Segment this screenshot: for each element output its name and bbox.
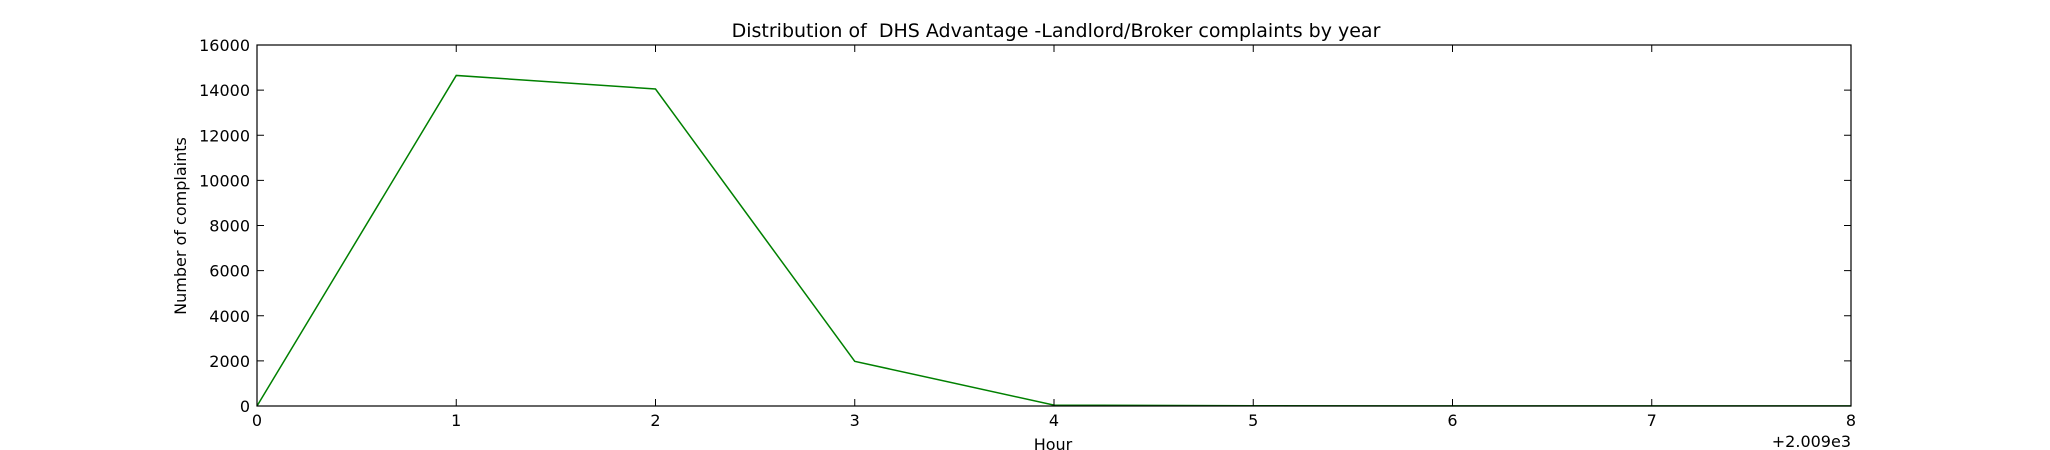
- series-line: [256, 74, 1852, 407]
- x-tick-label: 1: [451, 411, 461, 430]
- x-tick-label: 5: [1248, 411, 1258, 430]
- x-tick-label: 8: [1846, 411, 1856, 430]
- x-axis: 0 1 2 3 4 5 6 7 8: [252, 45, 1856, 430]
- y-tick-label: 12000: [199, 126, 250, 145]
- x-axis-offset-label: +2.009e3: [1772, 432, 1851, 450]
- chart-title: Distribution of DHS Advantage -Landlord/…: [732, 20, 1381, 42]
- y-tick-label: 6000: [209, 262, 250, 281]
- x-axis-label: Hour: [1034, 435, 1073, 450]
- y-tick-label: 16000: [199, 36, 250, 55]
- x-tick-label: 2: [650, 411, 660, 430]
- x-tick-label: 3: [850, 411, 860, 430]
- y-tick-label: 2000: [209, 352, 250, 371]
- y-tick-label: 8000: [209, 217, 250, 236]
- x-tick-label: 7: [1647, 411, 1657, 430]
- y-tick-label: 4000: [209, 307, 250, 326]
- y-tick-label: 0: [240, 397, 250, 416]
- x-tick-label: 0: [252, 411, 262, 430]
- y-axis-label: Number of complaints: [171, 137, 190, 315]
- plot-frame: [256, 44, 1852, 407]
- x-tick-label: 4: [1049, 411, 1059, 430]
- x-tick-label: 6: [1447, 411, 1457, 430]
- y-tick-label: 14000: [199, 81, 250, 100]
- y-tick-label: 10000: [199, 171, 250, 190]
- plot-area: [256, 74, 1852, 407]
- y-axis: 0 2000 4000 6000 8000 10000 12000 14000 16000: [199, 36, 1851, 416]
